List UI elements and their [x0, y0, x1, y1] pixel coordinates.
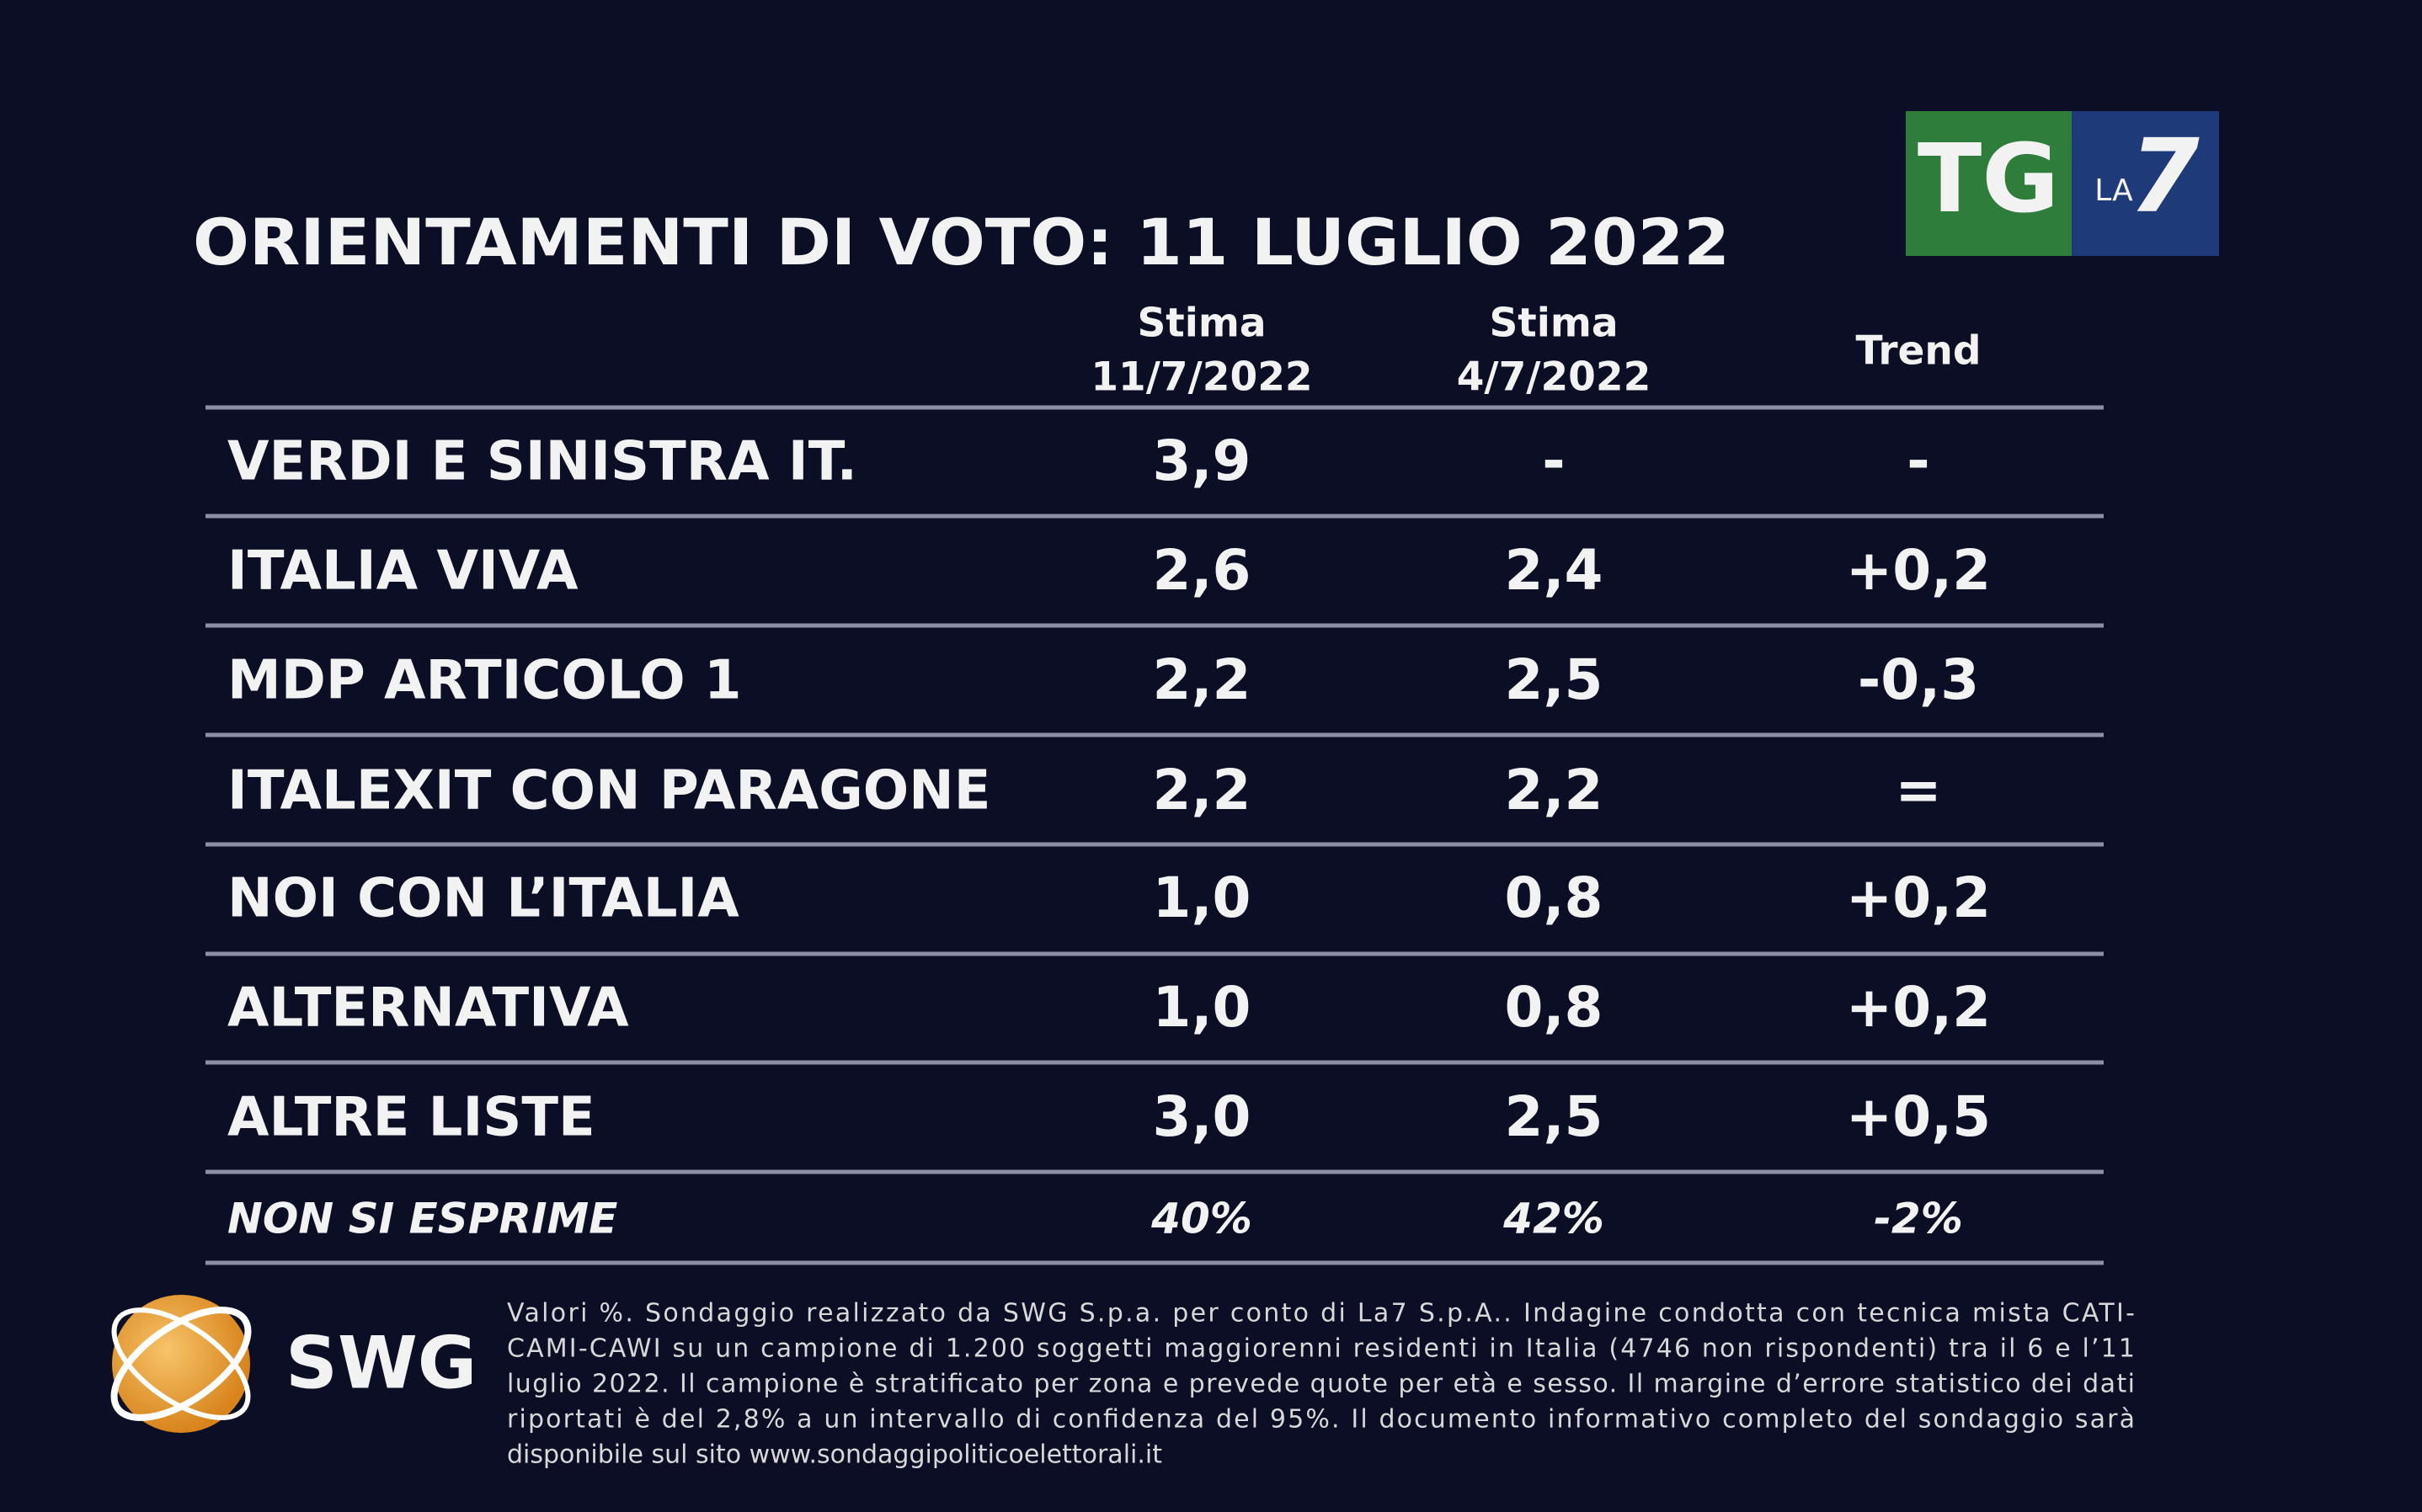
column-header: Stima: [1137, 301, 1266, 347]
cell-value: -0,3: [1858, 647, 1979, 712]
cell-value: 1,0: [1153, 865, 1251, 930]
party-name: ITALIA VIVA: [227, 540, 579, 603]
cell-value: 1,0: [1153, 975, 1251, 1040]
footer-value: 42%: [1502, 1195, 1604, 1243]
party-name: VERDI E SINISTRA IT.: [227, 431, 857, 493]
footnote-line: luglio 2022. Il campione è stratificato …: [507, 1370, 2135, 1399]
cell-value: 2,4: [1505, 538, 1603, 603]
cell-value: 0,8: [1505, 865, 1603, 930]
footnote-line: CAMI-CAWI su un campione di 1.200 sogget…: [507, 1334, 2135, 1364]
cell-value: 3,0: [1153, 1084, 1251, 1149]
column-header: 11/7/2022: [1091, 354, 1312, 401]
column-header: Stima: [1489, 301, 1618, 347]
cell-value: +0,2: [1846, 538, 1991, 603]
logo-tg: TG: [1918, 125, 2059, 234]
logo-la: LA: [2094, 173, 2133, 208]
cell-value: =: [1895, 758, 1941, 823]
cell-value: 3,9: [1153, 429, 1251, 493]
party-name: NOI CON L’ITALIA: [227, 868, 739, 930]
cell-value: 2,2: [1153, 758, 1251, 823]
party-name: ITALEXIT CON PARAGONE: [227, 760, 990, 823]
footnote-line: riportati è del 2,8% a un intervallo di …: [507, 1405, 2135, 1435]
party-name: MDP ARTICOLO 1: [227, 650, 742, 712]
cell-value: +0,2: [1846, 865, 1991, 930]
cell-value: 2,5: [1505, 647, 1603, 712]
footnote-line: disponibile sul sito www.sondaggipolitic…: [507, 1440, 1162, 1470]
logo-blue: [2072, 111, 2219, 256]
footnote-line: Valori %. Sondaggio realizzato da SWG S.…: [507, 1299, 2135, 1328]
footer-label: NON SI ESPRIME: [227, 1195, 617, 1243]
brand: SWG: [285, 1321, 477, 1405]
cell-value: -: [1542, 429, 1565, 493]
cell-value: 2,2: [1505, 758, 1603, 823]
logo-green: [1906, 111, 2072, 256]
cell-value: 2,5: [1505, 1084, 1603, 1149]
cell-value: -: [1907, 429, 1929, 493]
column-header: 4/7/2022: [1457, 354, 1651, 401]
cell-value: 2,6: [1153, 538, 1251, 603]
cell-value: 2,2: [1153, 647, 1251, 712]
footer-value: -2%: [1874, 1195, 1963, 1243]
party-name: ALTRE LISTE: [227, 1087, 595, 1149]
logo-globe: [112, 1295, 250, 1433]
swg-logo: [110, 1295, 252, 1433]
title: ORIENTAMENTI DI VOTO: 11 LUGLIO 2022: [193, 205, 1730, 280]
cell-value: 0,8: [1505, 975, 1603, 1040]
cell-value: +0,5: [1846, 1084, 1991, 1149]
cell-value: +0,2: [1846, 975, 1991, 1040]
party-name: ALTERNATIVA: [227, 977, 629, 1040]
logo-orbit: [111, 1307, 251, 1420]
logo-orbit: [110, 1307, 252, 1421]
column-header: Trend: [1855, 328, 1981, 375]
footer-value: 40%: [1150, 1195, 1252, 1243]
logo-seven: 7: [2129, 119, 2200, 236]
